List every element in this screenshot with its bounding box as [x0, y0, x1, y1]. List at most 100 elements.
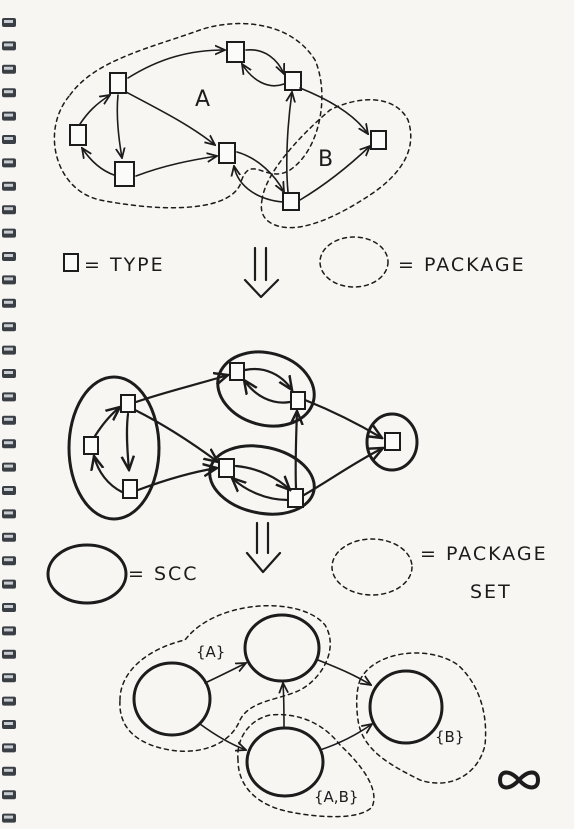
dependency-arrow — [287, 92, 292, 193]
type-node — [69, 124, 87, 146]
transform-arrow-2 — [245, 521, 282, 574]
binding-ring-highlight — [4, 558, 13, 562]
binding-ring-highlight — [4, 230, 13, 234]
binding-ring-highlight — [4, 113, 13, 117]
type-node — [109, 72, 127, 94]
binding-ring-highlight — [4, 371, 13, 374]
dependency-arrow — [283, 683, 284, 729]
dependency-arrow — [93, 407, 120, 438]
binding-ring-highlight — [4, 768, 13, 772]
package-set-b-boundary — [355, 652, 487, 784]
package-set-legend-text: = PACKAGE — [420, 543, 548, 565]
package-b-boundary — [260, 99, 412, 229]
package-set-legend-text-2: SET — [470, 581, 512, 603]
scc-legend-text: = SCC — [128, 563, 199, 585]
stage1-types-packages: A B — [53, 22, 412, 229]
binding-ring-highlight — [4, 651, 13, 655]
binding-ring-highlight — [4, 698, 13, 702]
binding-ring-highlight — [4, 347, 13, 351]
binding-ring-highlight — [4, 394, 13, 398]
binding-ring-highlight — [4, 745, 13, 749]
binding-ring-highlight — [4, 815, 13, 819]
package-a-label: A — [195, 87, 210, 112]
dependency-arrow — [117, 94, 122, 158]
type-node — [218, 142, 236, 164]
dependency-arrow — [135, 156, 217, 177]
type-node — [120, 394, 136, 413]
package-set-legend-icon — [331, 538, 413, 596]
type-node — [114, 161, 135, 187]
binding-ring-highlight — [4, 792, 13, 796]
dependency-arrow — [127, 412, 129, 470]
binding-ring-highlight — [4, 628, 13, 632]
package-set-a-boundary — [119, 604, 331, 752]
dependency-arrow — [242, 64, 285, 87]
type-node — [218, 458, 235, 478]
binding-ring-highlight — [4, 254, 13, 257]
binding-ring-highlight — [4, 20, 13, 23]
infinity-icon — [498, 770, 540, 790]
package-set-ab-boundary — [237, 713, 375, 818]
scc-left — [67, 375, 161, 521]
dependency-arrow — [296, 411, 297, 490]
binding-ring-highlight — [4, 207, 13, 211]
package-set-b-label: {B} — [435, 728, 464, 746]
dependency-arrow — [134, 375, 228, 404]
dependency-arrow — [243, 367, 292, 390]
scc-node-bottom — [245, 726, 325, 798]
binding-ring-highlight — [4, 160, 13, 164]
type-node — [229, 362, 245, 381]
binding-ring-highlight — [4, 488, 13, 491]
dependency-arrow — [82, 148, 115, 176]
binding-ring-highlight — [4, 534, 13, 538]
package-legend-icon — [319, 236, 389, 288]
type-node — [83, 436, 99, 455]
type-node — [226, 41, 245, 63]
dependency-arrow — [244, 380, 292, 404]
dependency-arrow — [94, 456, 124, 494]
dependency-arrow — [299, 146, 370, 201]
dependency-arrow — [234, 166, 284, 203]
type-node — [282, 192, 300, 211]
binding-ring-highlight — [4, 417, 13, 421]
binding-ring-highlight — [4, 511, 13, 515]
scc-mid — [208, 444, 316, 516]
legend-type-package: = TYPE = PACKAGE — [63, 236, 526, 288]
scc-legend-icon — [46, 543, 128, 605]
binding-ring-highlight — [4, 464, 13, 468]
type-node — [122, 479, 138, 499]
dependency-arrow — [319, 724, 372, 751]
dependency-arrow — [127, 50, 225, 79]
dependency-arrow — [303, 398, 382, 438]
binding-ring-highlight — [4, 90, 13, 94]
package-set-ab-label: {A,B} — [314, 788, 358, 806]
stage3-package-sets: {A} {B} {A,B} — [119, 604, 487, 818]
binding-ring-highlight — [4, 324, 13, 328]
package-set-a-label: {A} — [196, 643, 225, 661]
dependency-arrow — [234, 464, 290, 490]
binding-ring-highlight — [4, 66, 13, 70]
scc-right — [365, 412, 419, 472]
dependency-arrow — [199, 723, 246, 750]
package-legend-text: = PACKAGE — [398, 254, 526, 276]
binding-ring-highlight — [4, 441, 13, 445]
dependency-arrow — [133, 408, 218, 462]
package-b-label: B — [318, 147, 333, 172]
binding-ring-highlight — [4, 581, 13, 585]
dependency-arrow — [204, 663, 246, 684]
type-node — [290, 391, 306, 410]
binding-ring-highlight — [4, 277, 13, 281]
dependency-arrow — [317, 659, 371, 685]
type-legend-text: = TYPE — [84, 254, 165, 276]
dependency-arrow — [236, 151, 284, 192]
dependency-arrow — [245, 49, 284, 74]
type-node — [370, 130, 387, 150]
dependency-arrow — [232, 478, 290, 502]
type-node — [384, 432, 401, 451]
scc-node-top — [243, 613, 321, 683]
binding-ring-highlight — [4, 137, 13, 140]
binding-ring-highlight — [4, 722, 13, 725]
legend-scc-packageset: = SCC = PACKAGE SET — [46, 538, 548, 605]
